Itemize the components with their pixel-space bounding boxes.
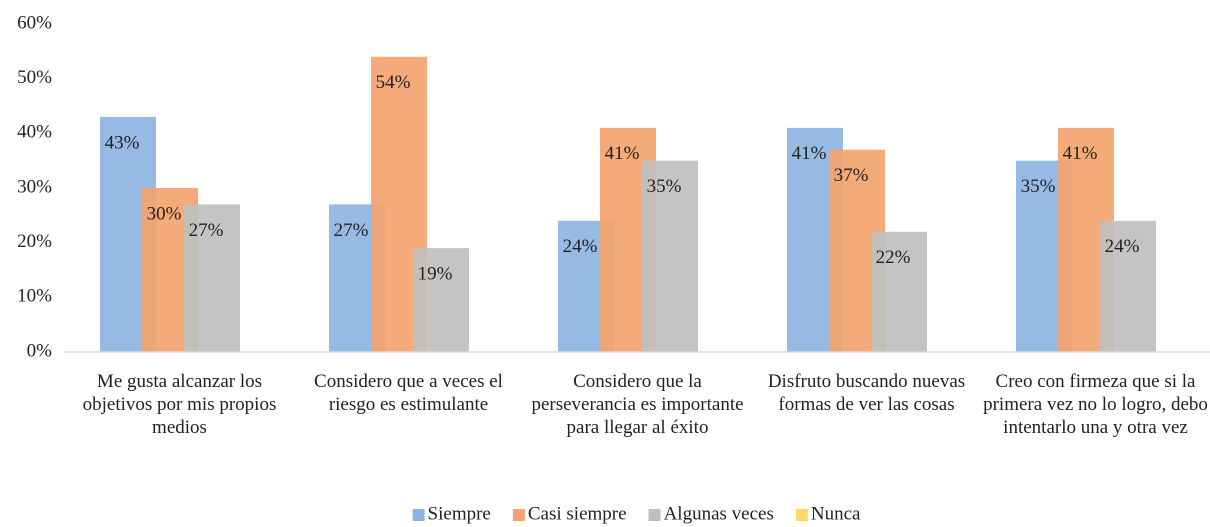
data-label: 41% — [1063, 143, 1098, 164]
data-label: 27% — [189, 220, 224, 241]
y-tick-label: 10% — [17, 286, 52, 307]
data-label: 43% — [105, 132, 140, 153]
x-tick-label: Disfruto buscando nuevas formas de ver l… — [767, 371, 966, 415]
data-label: 35% — [647, 176, 682, 197]
data-label: 41% — [792, 143, 827, 164]
bar — [413, 248, 469, 352]
legend-swatch — [412, 509, 425, 521]
data-label: 24% — [563, 236, 598, 257]
data-label: 37% — [834, 165, 869, 186]
legend-label: Siempre — [428, 503, 491, 524]
data-label: 24% — [1105, 236, 1140, 257]
data-label: 19% — [418, 263, 453, 284]
data-label: 35% — [1021, 176, 1056, 197]
bar — [1100, 220, 1156, 352]
x-tick-label: Me gusta alcanzar los objetivos por mis … — [82, 371, 277, 438]
data-label: 30% — [147, 203, 182, 224]
data-label: 27% — [334, 220, 369, 241]
x-tick-label: Considero que la perseverancia es import… — [531, 371, 744, 438]
y-tick-label: 60% — [17, 12, 52, 33]
bar — [642, 160, 698, 352]
x-tick-label: Creo con firmeza que si la primera vez n… — [983, 371, 1208, 438]
legend-swatch — [512, 509, 525, 521]
y-tick-label: 30% — [17, 176, 52, 197]
y-tick-label: 50% — [17, 67, 52, 88]
y-tick-label: 0% — [27, 340, 53, 361]
data-label: 22% — [876, 247, 911, 268]
legend-swatch — [648, 509, 661, 521]
x-tick-label: Considero que a veces el riesgo es estim… — [314, 371, 503, 415]
legend-label: Nunca — [811, 503, 861, 524]
legend-swatch — [795, 509, 808, 521]
bar — [871, 231, 927, 352]
y-tick-label: 20% — [17, 231, 52, 252]
data-label: 54% — [376, 72, 411, 93]
bar — [184, 204, 240, 352]
y-tick-label: 40% — [17, 122, 52, 143]
legend-label: Casi siempre — [528, 503, 627, 524]
data-label: 41% — [605, 143, 640, 164]
legend-label: Algunas veces — [664, 503, 774, 524]
